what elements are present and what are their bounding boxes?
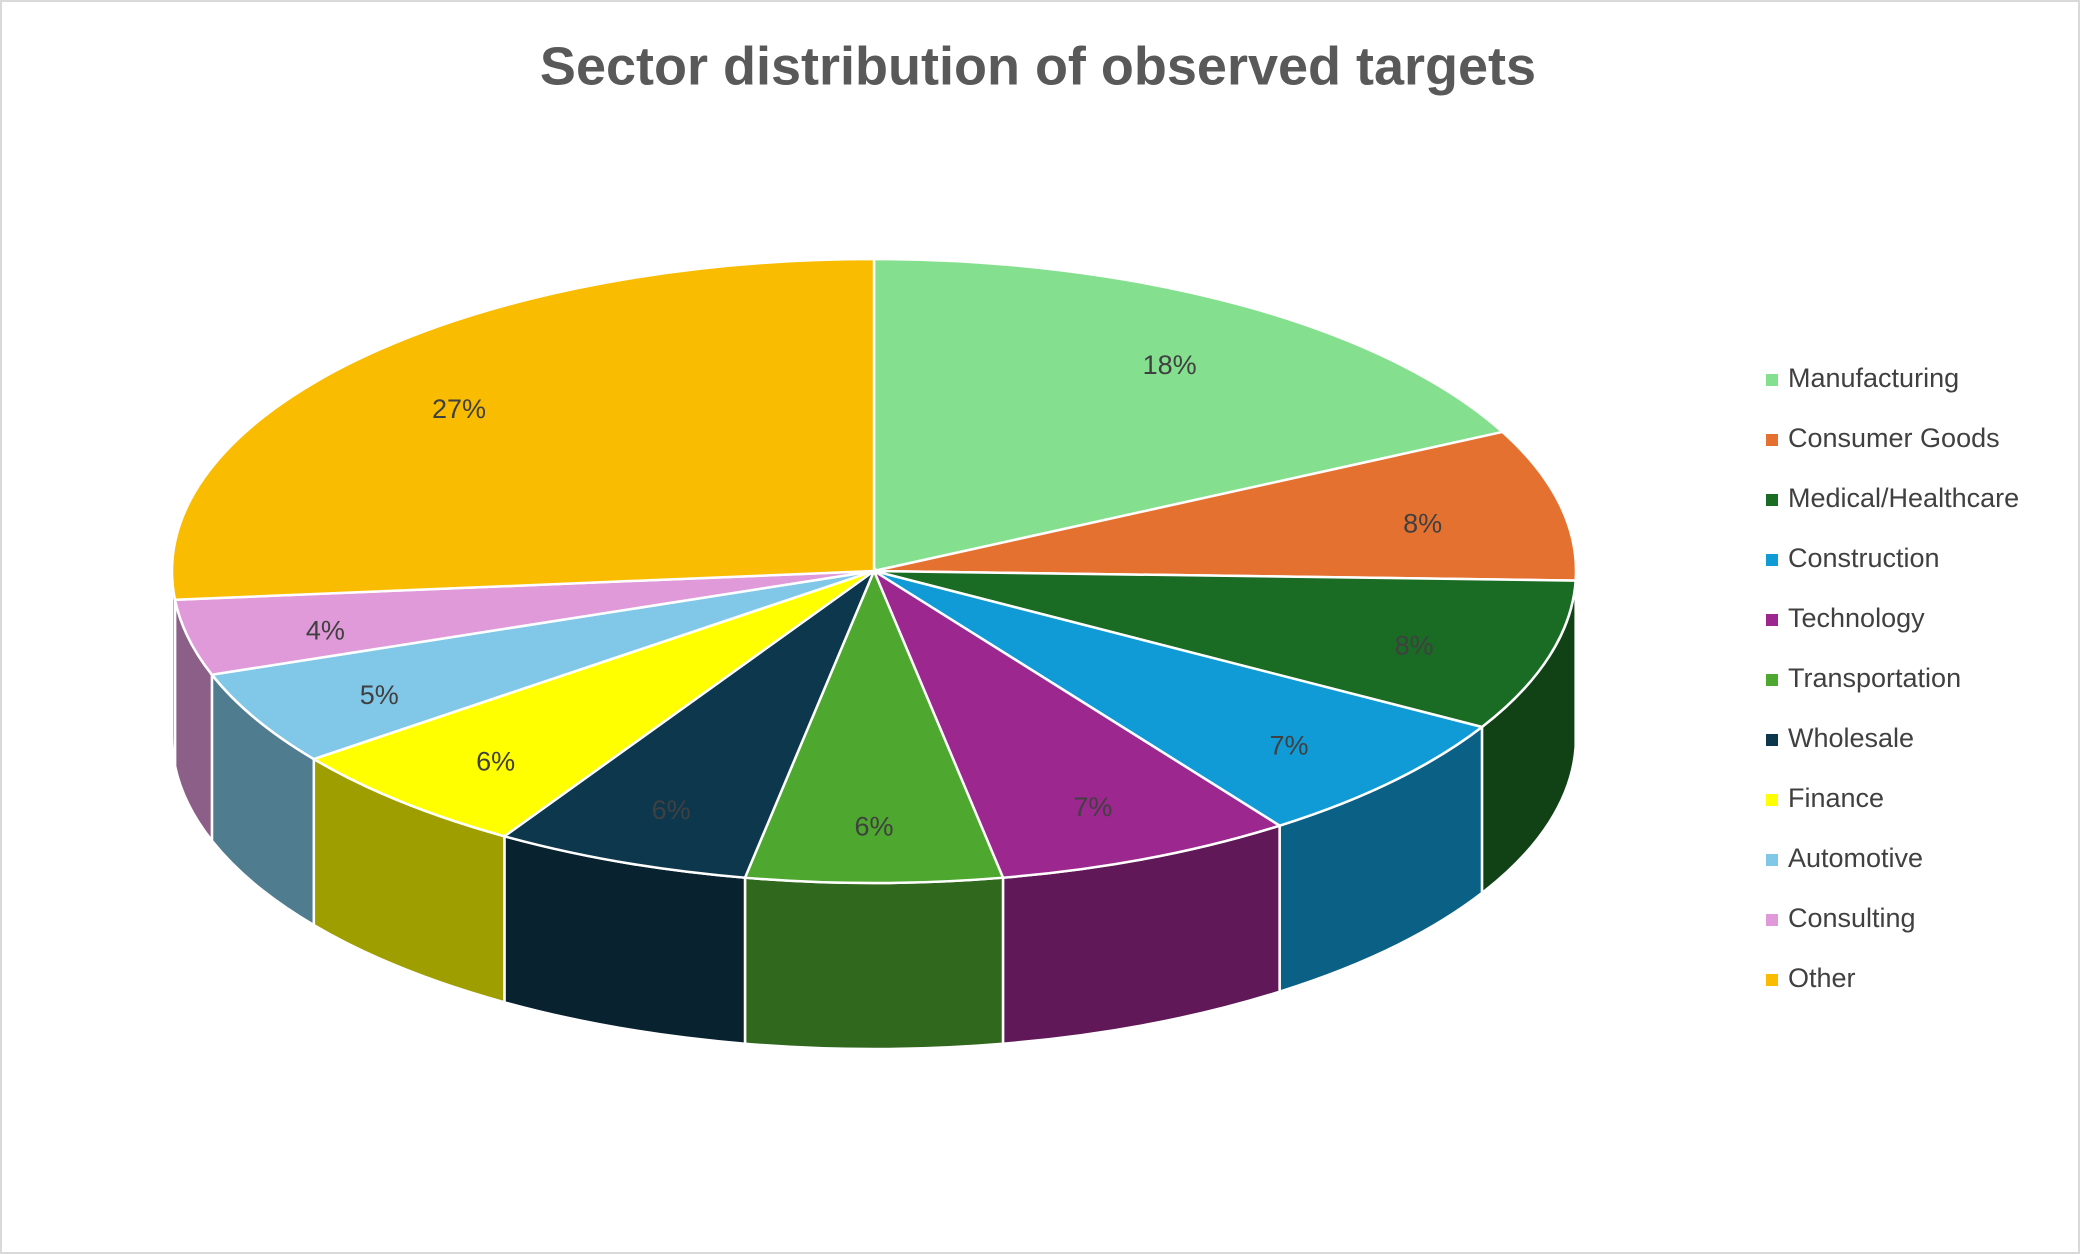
data-label: 5%: [360, 680, 399, 710]
legend: Manufacturing Consumer Goods Medical/Healt…: [1766, 363, 2019, 993]
legend-label: Consumer Goods: [1788, 423, 2000, 453]
slice-side: [743, 876, 1005, 1051]
slice: [871, 567, 1283, 880]
legend-swatch: [1766, 434, 1778, 446]
slice: [873, 569, 1578, 729]
legend-swatch: [1766, 914, 1778, 926]
data-label: 8%: [1403, 509, 1442, 539]
legend-swatch: [1766, 554, 1778, 566]
legend-label: Other: [1788, 963, 1856, 993]
slice: [501, 567, 877, 880]
legend-label: Technology: [1788, 603, 1925, 633]
legend-swatch: [1766, 614, 1778, 626]
data-label: 6%: [476, 747, 515, 777]
legend-swatch: [1766, 974, 1778, 986]
data-label: 8%: [1395, 630, 1434, 660]
legend-swatch: [1766, 854, 1778, 866]
legend-swatch: [1766, 374, 1778, 386]
slice: [743, 567, 1005, 885]
pie-tops: [170, 257, 1578, 885]
chart-title: Sector distribution of observed targets: [540, 36, 1536, 96]
slice: [873, 569, 1485, 828]
data-labels: 18% 8% 8% 7% 7% 6% 6% 6% 5% 4% 27%: [306, 350, 1442, 842]
legend-label: Consulting: [1788, 903, 1916, 933]
data-label: 7%: [1270, 730, 1309, 760]
data-label: 7%: [1073, 792, 1112, 822]
legend-swatch: [1766, 494, 1778, 506]
slice: [310, 569, 875, 838]
legend-swatch: [1766, 674, 1778, 686]
slice: [209, 569, 875, 761]
data-label: 4%: [306, 616, 345, 646]
data-label: 27%: [432, 394, 486, 424]
legend-label: Finance: [1788, 783, 1884, 813]
slice: [873, 430, 1578, 582]
legend-label: Transportation: [1788, 663, 1961, 693]
data-label: 6%: [652, 795, 691, 825]
data-label: 18%: [1143, 350, 1197, 380]
legend-label: Automotive: [1788, 843, 1923, 873]
legend-label: Medical/Healthcare: [1788, 483, 2019, 513]
legend-swatch: [1766, 734, 1778, 746]
legend-swatch: [1766, 794, 1778, 806]
legend-label: Manufacturing: [1788, 363, 1959, 393]
slice: [872, 257, 1506, 573]
data-label: 6%: [854, 812, 893, 842]
pie-sides: [170, 570, 1578, 1051]
legend-label: Construction: [1788, 543, 1940, 573]
slice: [170, 257, 876, 602]
legend-label: Wholesale: [1788, 723, 1914, 753]
